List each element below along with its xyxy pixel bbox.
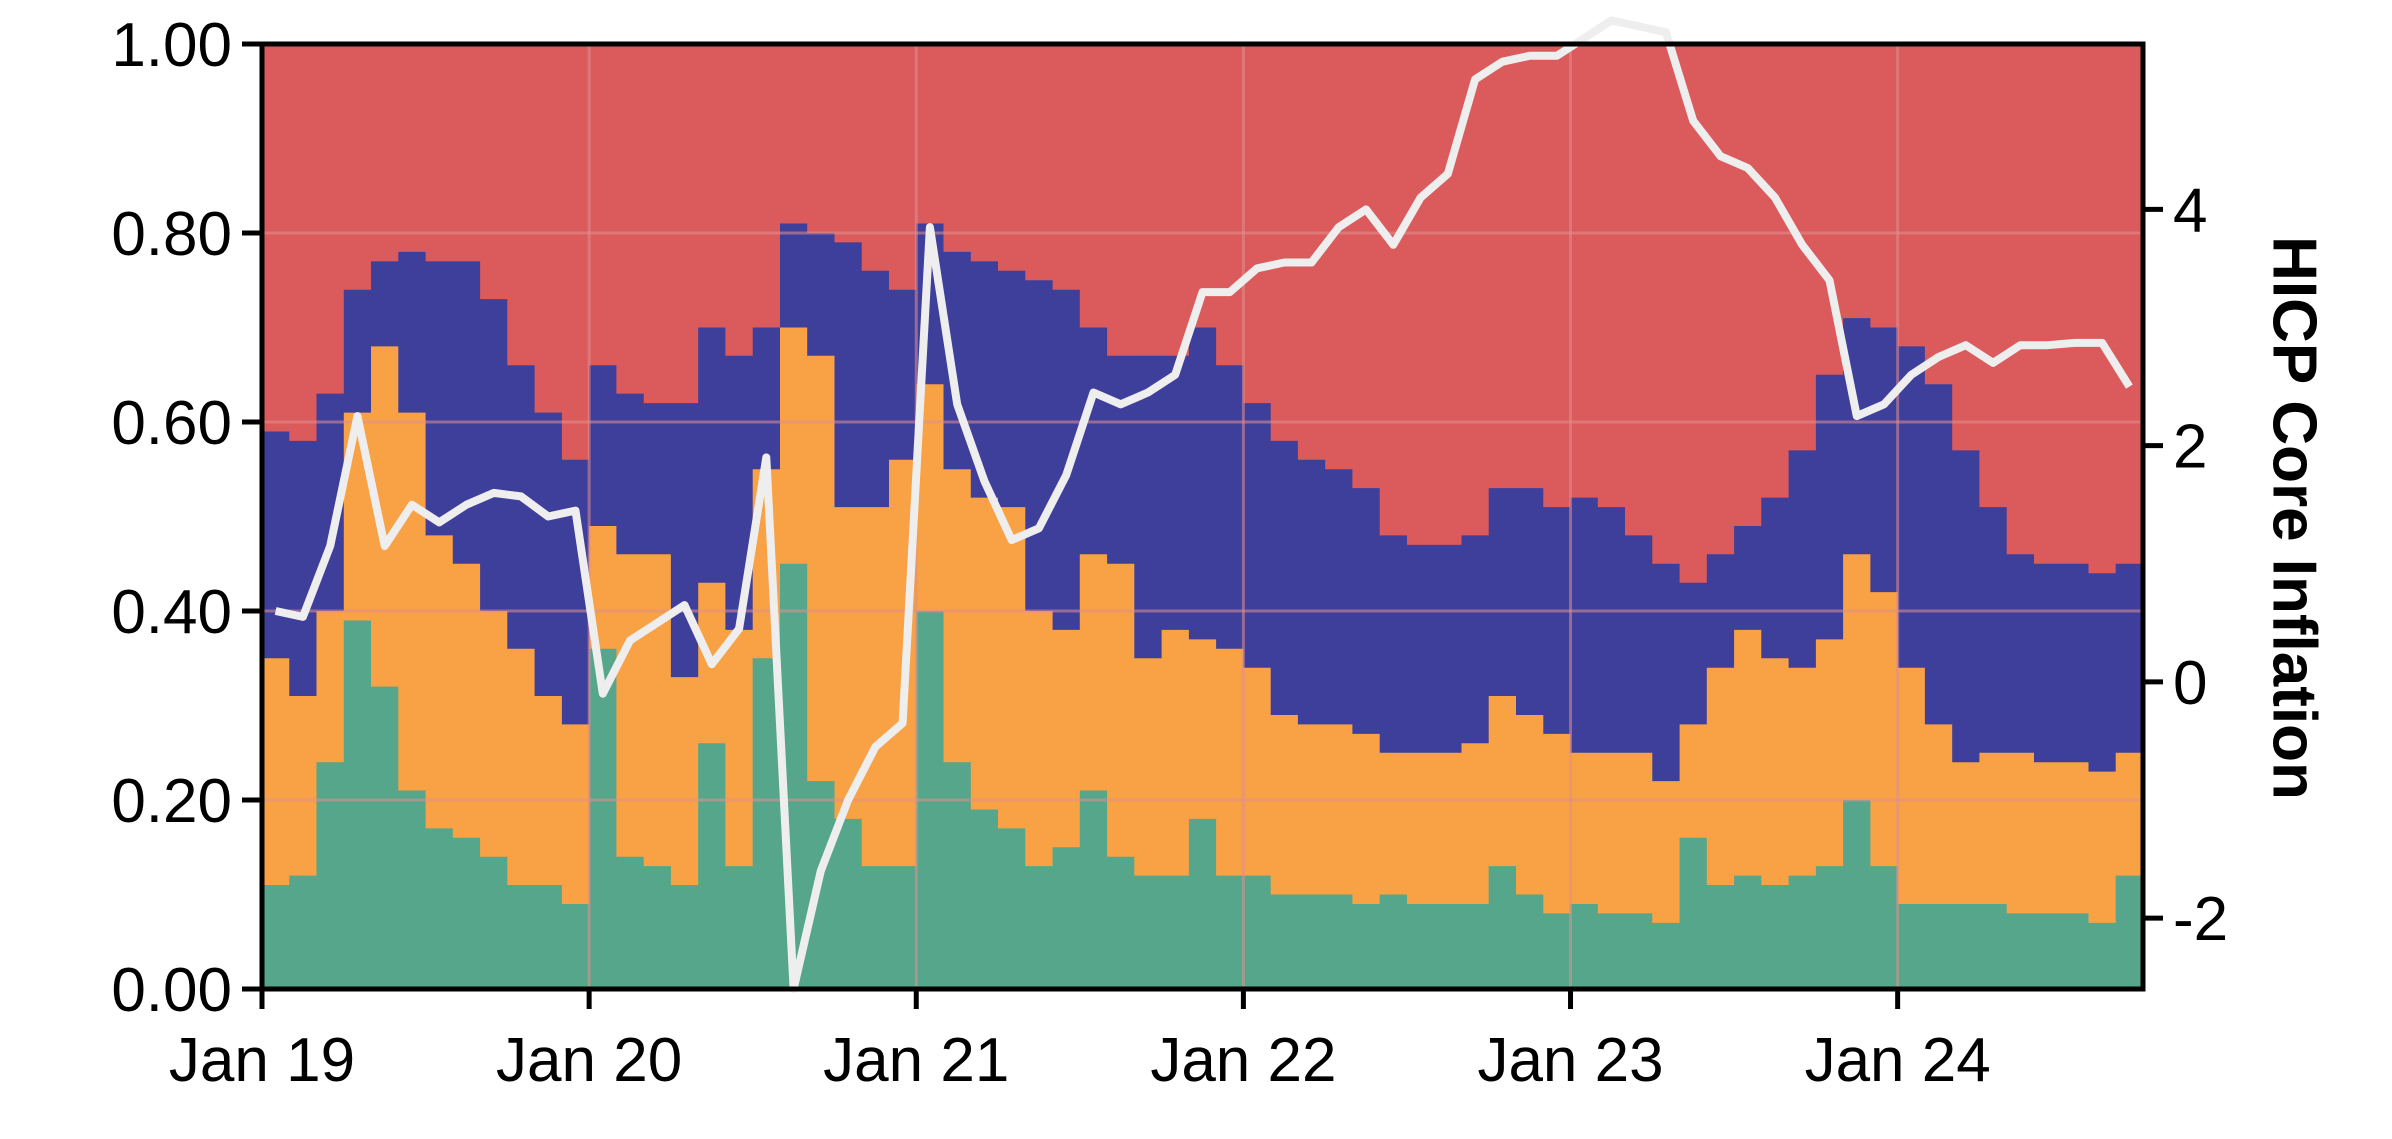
x-axis-ticks: Jan 19 Jan 20 Jan 21 Jan 22 Jan 23 Jan 24 bbox=[169, 989, 1991, 1095]
grid-lines bbox=[262, 44, 2143, 989]
y-tick-label: 0.40 bbox=[111, 578, 232, 647]
inflation-line-layer bbox=[274, 16, 2133, 993]
stacked-bands bbox=[262, 44, 2143, 989]
y-tick-label: 0.00 bbox=[111, 956, 232, 1025]
y2-tick-label: 4 bbox=[2173, 176, 2207, 245]
y-tick-label: 0.60 bbox=[111, 389, 232, 458]
y-tick-label: 0.80 bbox=[111, 200, 232, 269]
x-tick-label: Jan 21 bbox=[823, 1026, 1009, 1095]
y2-axis-ticks: -2 0 2 4 bbox=[2143, 176, 2228, 954]
band-orange bbox=[262, 327, 2143, 989]
band-green bbox=[262, 563, 2143, 989]
x-tick-label: Jan 19 bbox=[169, 1026, 355, 1095]
x-tick-label: Jan 20 bbox=[496, 1026, 682, 1095]
y-axis-ticks: 0.00 0.20 0.40 0.60 0.80 1.00 bbox=[111, 11, 262, 1025]
y2-tick-label: 0 bbox=[2173, 649, 2207, 718]
plot-frame bbox=[259, 41, 2146, 992]
y2-tick-label: 2 bbox=[2173, 413, 2207, 482]
y2-axis-title: HICP Core Inflation bbox=[2260, 236, 2329, 800]
x-tick-label: Jan 22 bbox=[1150, 1026, 1336, 1095]
y-tick-label: 0.20 bbox=[111, 767, 232, 836]
hicp-core-inflation-line bbox=[274, 16, 2133, 993]
x-tick-label: Jan 24 bbox=[1805, 1026, 1991, 1095]
y2-tick-label: -2 bbox=[2173, 885, 2228, 954]
y-tick-label: 1.00 bbox=[111, 11, 232, 80]
x-tick-label: Jan 23 bbox=[1477, 1026, 1663, 1095]
